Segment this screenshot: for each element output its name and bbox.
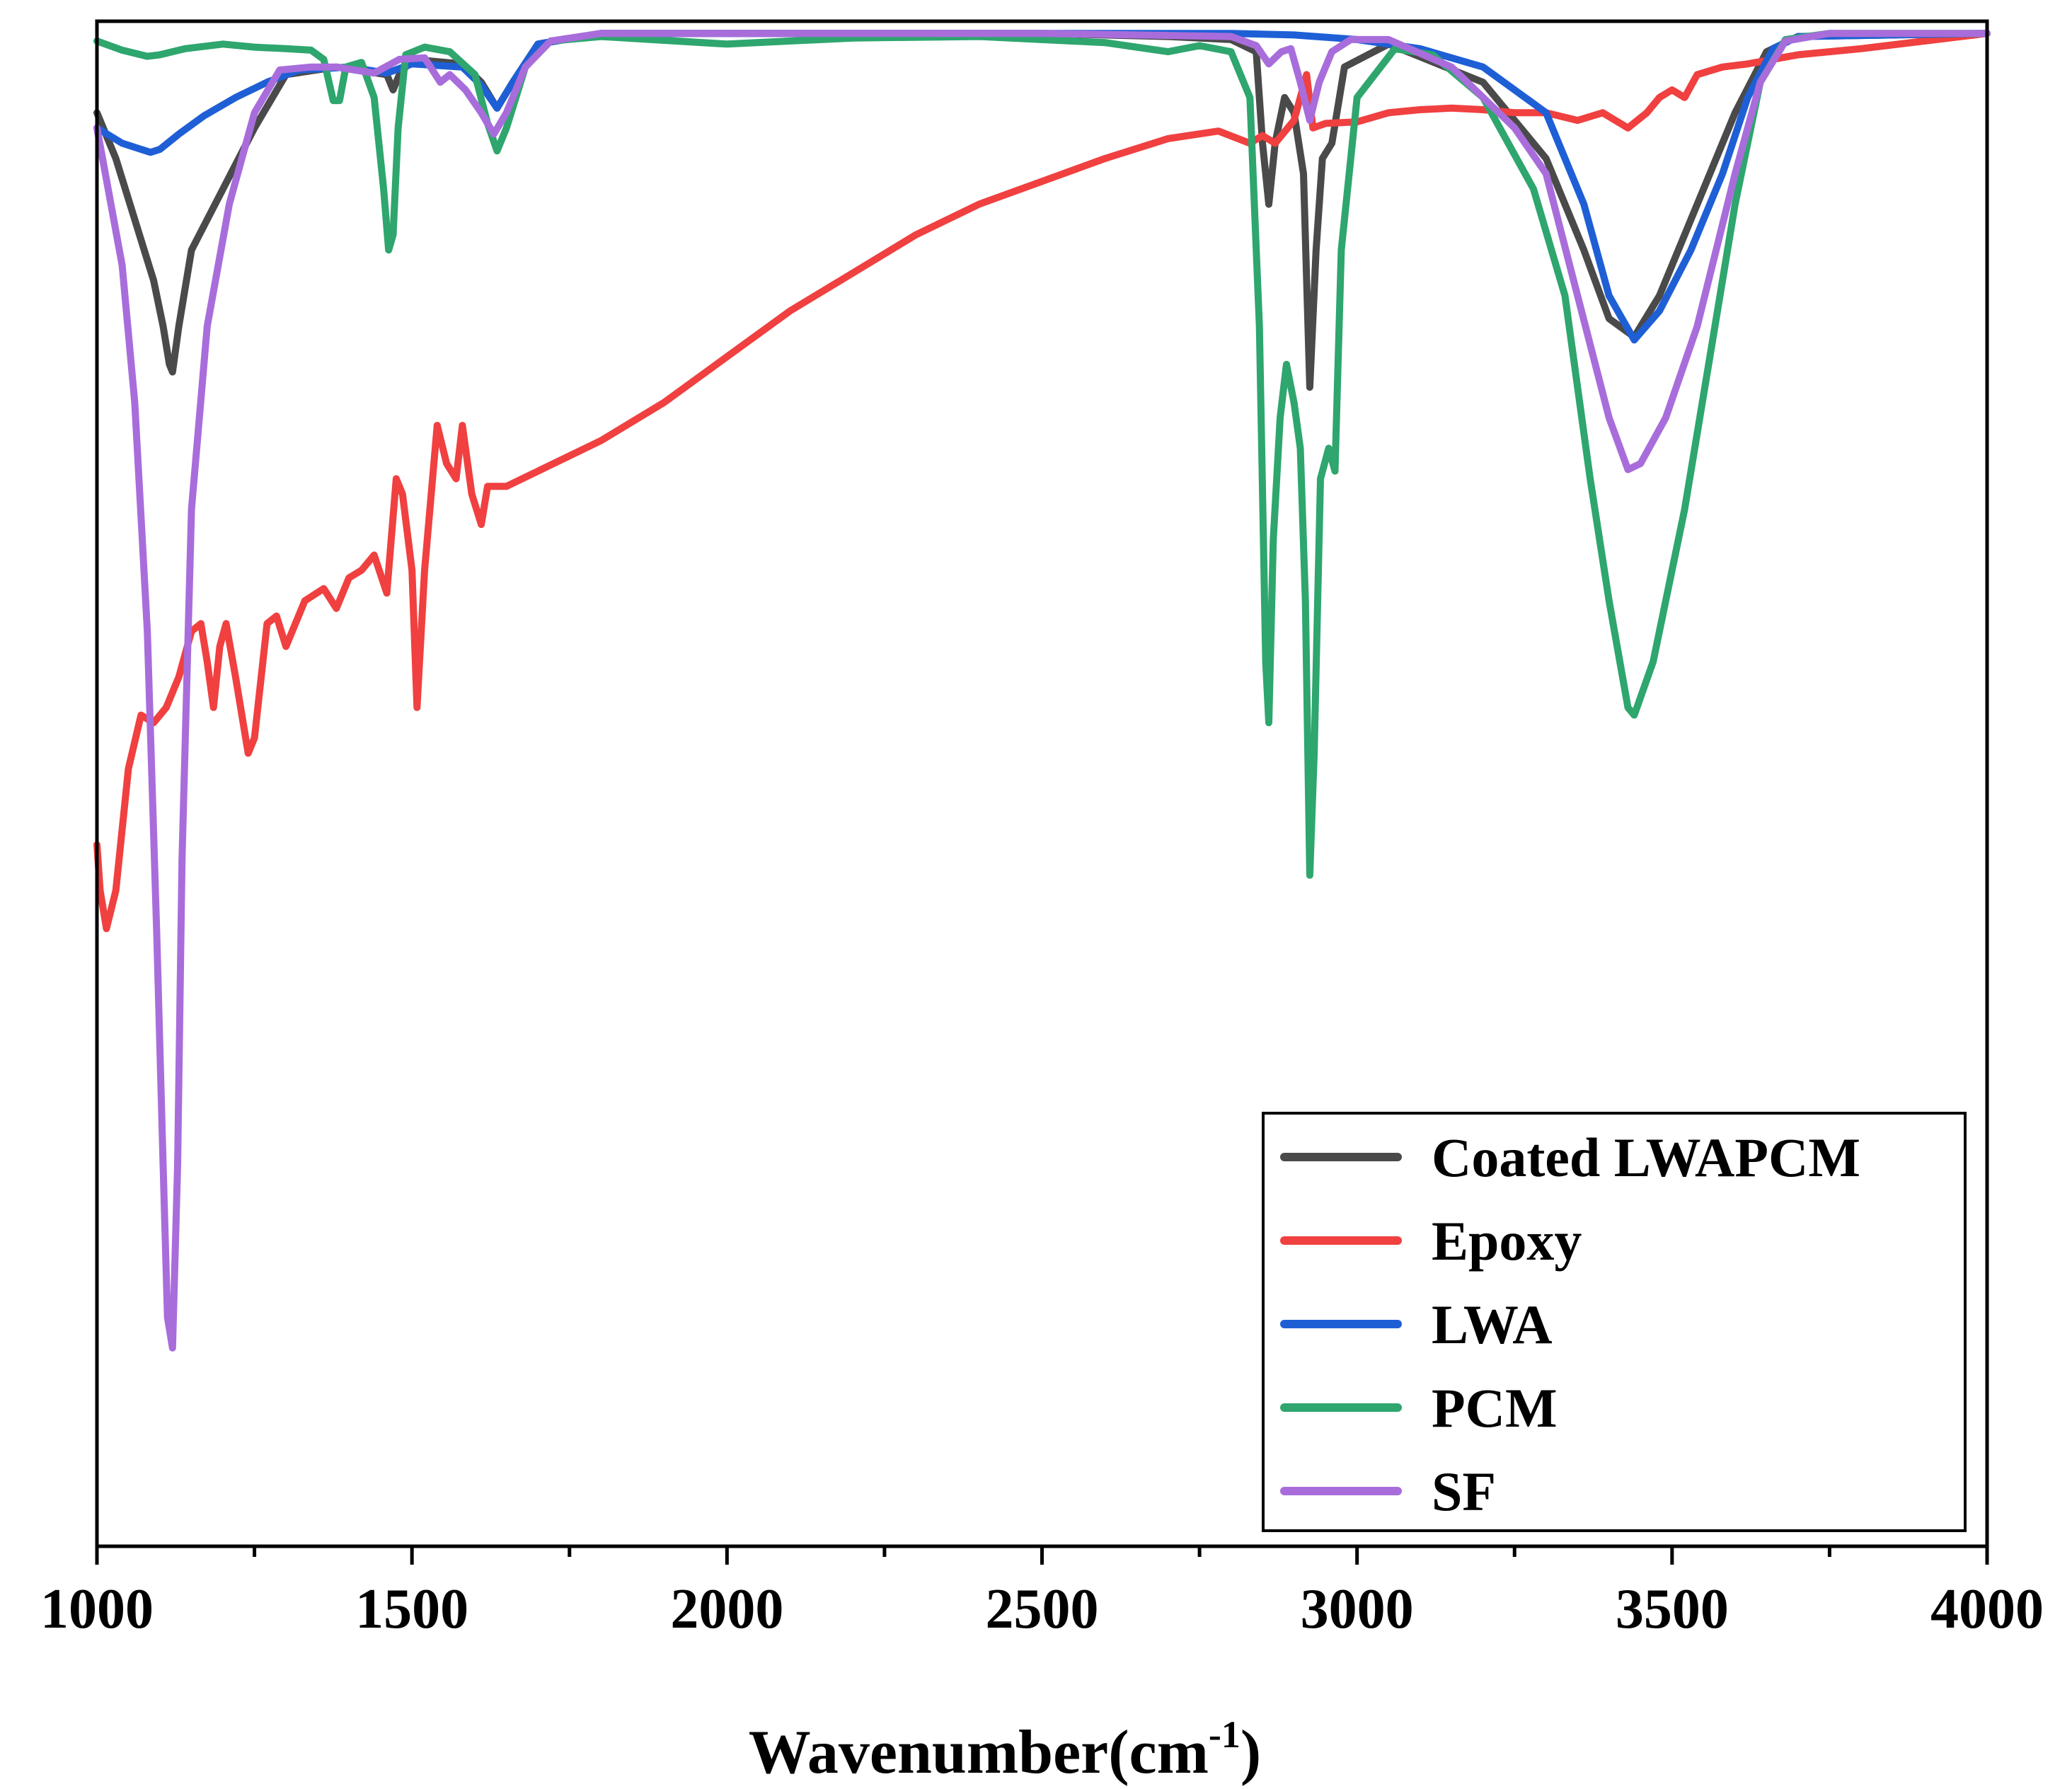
series-line-3	[93, 30, 1991, 879]
x-tick-label: 1000	[40, 1578, 154, 1640]
series-line-1	[93, 30, 1991, 933]
legend-label: LWA	[1432, 1294, 1553, 1355]
legend: Coated LWAPCM Epoxy LWA PCM SF	[1262, 1112, 1967, 1532]
legend-label: SF	[1432, 1461, 1496, 1522]
x-tick-label: 3500	[1616, 1578, 1729, 1640]
legend-label: PCM	[1432, 1377, 1558, 1439]
series-lines	[93, 30, 1991, 1352]
x-tick-label: 4000	[1930, 1578, 2044, 1640]
x-tick-label: 2500	[986, 1578, 1099, 1640]
x-tick-label: 2000	[670, 1578, 783, 1640]
x-tick-label: 3000	[1301, 1578, 1414, 1640]
legend-label: Epoxy	[1432, 1210, 1582, 1272]
x-axis-tick-labels: 1000 1500 2000 2500 3000 3500 4000	[40, 1578, 2044, 1640]
x-tick-label: 1500	[355, 1578, 468, 1640]
x-axis-title: Wavenumber(cm-1)	[749, 1713, 1261, 1787]
series-line-4	[93, 30, 1991, 1352]
x-axis-ticks	[95, 1546, 1989, 1565]
legend-label: Coated LWAPCM	[1432, 1127, 1860, 1188]
